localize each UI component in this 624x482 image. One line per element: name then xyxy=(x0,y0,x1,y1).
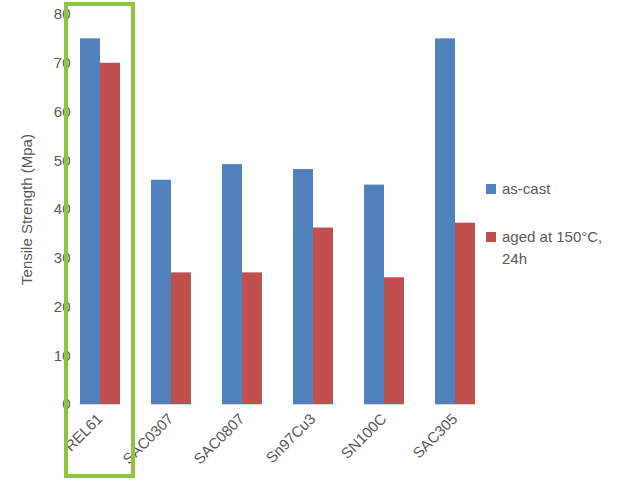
svg-text:Tensile Strength (Mpa): Tensile Strength (Mpa) xyxy=(18,134,35,285)
svg-text:0: 0 xyxy=(62,395,71,413)
svg-text:Sn97Cu3: Sn97Cu3 xyxy=(262,410,318,466)
svg-text:SAC0807: SAC0807 xyxy=(190,410,247,467)
svg-text:40: 40 xyxy=(53,200,71,218)
svg-text:70: 70 xyxy=(53,54,71,72)
svg-text:60: 60 xyxy=(53,102,71,120)
svg-text:SAC305: SAC305 xyxy=(409,410,461,462)
svg-text:SN100C: SN100C xyxy=(337,410,389,462)
svg-text:SAC0307: SAC0307 xyxy=(119,410,176,467)
html-text:aged at 150°C, 24h: aged at 150°C, 24h xyxy=(502,227,603,267)
svg-text:50: 50 xyxy=(53,151,71,169)
svg-text:30: 30 xyxy=(53,249,71,266)
html-text:as-cast: as-cast xyxy=(502,180,551,197)
svg-text:10: 10 xyxy=(53,346,71,364)
svg-text:80: 80 xyxy=(53,5,71,23)
svg-text:20: 20 xyxy=(53,297,71,315)
svg-text:REL61: REL61 xyxy=(61,409,106,455)
